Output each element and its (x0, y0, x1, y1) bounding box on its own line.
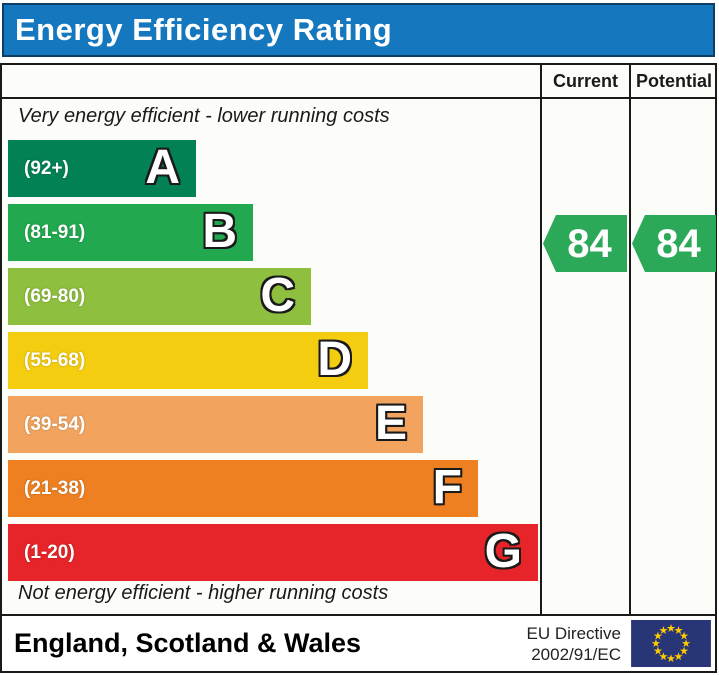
potential-rating-value: 84 (656, 221, 701, 266)
band-range: (92+) (24, 158, 69, 179)
eu-directive-label: EU Directive 2002/91/EC (526, 623, 621, 664)
band-letter: B (202, 204, 237, 258)
band-range: (21-38) (24, 478, 86, 499)
band-b: (81-91) B (8, 204, 253, 261)
top-note: Very energy efficient - lower running co… (18, 105, 390, 127)
current-rating-arrow: 84 (543, 215, 627, 272)
bottom-note: Not energy efficient - higher running co… (18, 582, 389, 604)
band-f: (21-38) F (8, 460, 478, 517)
rating-table: Current Potential Very energy efficient … (0, 63, 717, 616)
header-divider (2, 97, 715, 99)
band-range: (81-91) (24, 222, 86, 243)
band-range: (1-20) (24, 542, 75, 563)
title-bar: Energy Efficiency Rating (2, 3, 715, 57)
band-d: (55-68) D (8, 332, 368, 389)
footer: England, Scotland & Wales EU Directive 2… (0, 614, 717, 673)
band-e: (39-54) E (8, 396, 423, 453)
potential-column-divider (629, 65, 631, 614)
column-header-potential: Potential (635, 71, 712, 91)
band-letter: F (432, 460, 462, 514)
band-letter: C (260, 268, 295, 322)
current-rating-value: 84 (567, 221, 612, 266)
band-range: (39-54) (24, 414, 86, 435)
band-range: (55-68) (24, 350, 86, 371)
current-column-divider (540, 65, 542, 614)
band-letter: D (317, 332, 352, 386)
band-g: (1-20) G (8, 524, 538, 581)
potential-rating-arrow: 84 (632, 215, 716, 272)
band-a: (92+) A (8, 140, 196, 197)
page-title: Energy Efficiency Rating (15, 12, 393, 47)
band-c: (69-80) C (8, 268, 311, 325)
column-header-current: Current (552, 71, 618, 91)
region-label: England, Scotland & Wales (14, 628, 362, 658)
band-range: (69-80) (24, 286, 86, 307)
band-letter: E (374, 396, 407, 450)
band-letter: G (484, 524, 522, 578)
eu-flag-icon (631, 620, 711, 667)
band-letter: A (145, 140, 180, 194)
